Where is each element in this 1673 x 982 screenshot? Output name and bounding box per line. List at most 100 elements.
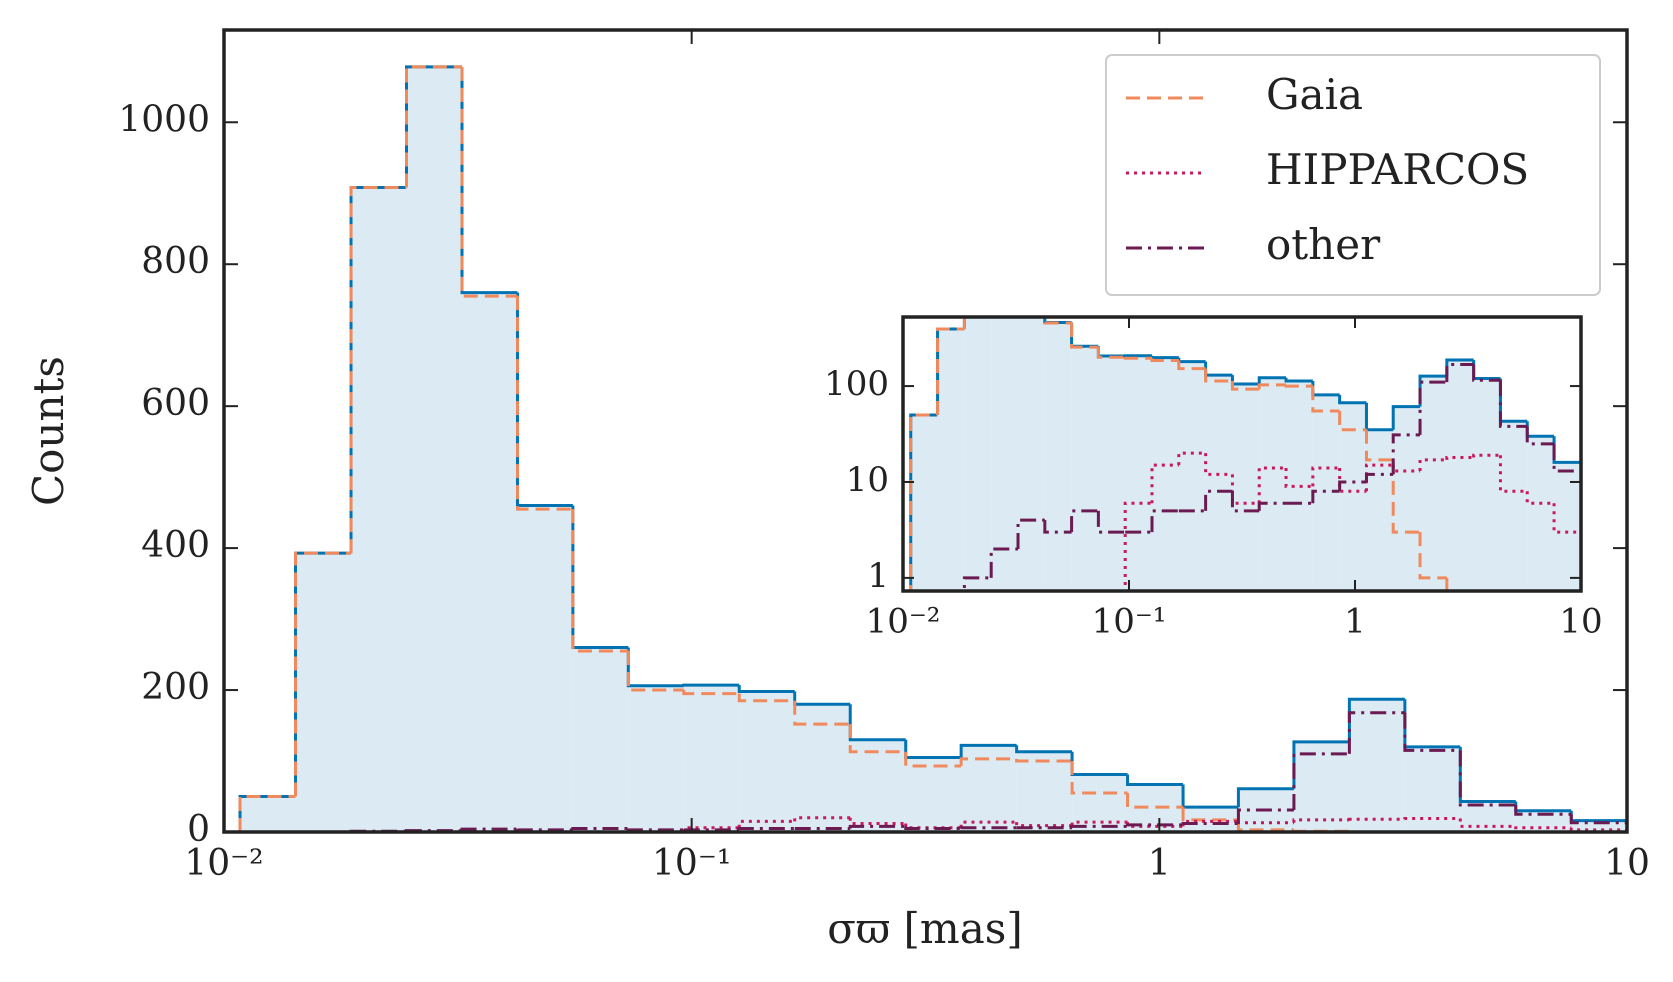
series-step	[1472, 364, 1501, 382]
series-step	[349, 186, 407, 554]
series-step	[1126, 792, 1184, 809]
series-step	[1150, 358, 1179, 362]
histogram-fill	[1232, 384, 1260, 591]
histogram-fill	[910, 414, 938, 591]
series-step	[1177, 360, 1206, 371]
histogram-fill	[1016, 751, 1073, 832]
y-tick-label: 600	[141, 383, 210, 424]
series-step	[1347, 711, 1405, 754]
histogram-fill	[739, 691, 795, 832]
plot-area	[909, 317, 1581, 591]
series-step	[571, 509, 629, 653]
series-step	[1015, 822, 1073, 828]
series-step	[1364, 429, 1394, 462]
series-step	[793, 700, 851, 726]
series-step	[626, 651, 684, 692]
axes-frame	[222, 28, 1629, 834]
series-step	[1016, 518, 1045, 550]
series-step	[1284, 467, 1313, 488]
series-step	[1230, 380, 1260, 391]
series-step	[1552, 443, 1581, 473]
series-step	[959, 757, 1017, 766]
histogram-fill	[295, 553, 352, 832]
series-step	[1418, 380, 1447, 435]
x-tick-label: 1	[1148, 843, 1171, 884]
series-step	[1338, 467, 1367, 493]
histogram-fill	[1151, 357, 1179, 591]
series-step	[1311, 386, 1340, 413]
series-step	[294, 551, 352, 797]
histogram-fill	[1178, 361, 1206, 591]
series-step	[848, 817, 906, 825]
x-tick-label: 10⁻²	[866, 601, 941, 641]
series-step	[1043, 520, 1072, 534]
total-step	[1338, 394, 1367, 405]
histogram-fill	[240, 796, 296, 832]
histogram-fill	[1571, 820, 1627, 832]
histogram-fill	[1098, 355, 1126, 591]
series-step	[1284, 384, 1313, 388]
series-step	[909, 413, 938, 591]
x-axis-label: σϖ [mas]	[827, 904, 1022, 953]
x-tick-label: 10⁻¹	[652, 843, 731, 884]
histogram-fill	[1312, 394, 1340, 591]
total-step	[1236, 787, 1294, 808]
series-step	[793, 816, 851, 822]
series-step	[1257, 501, 1287, 511]
y-tick-label: 800	[141, 241, 210, 282]
series-step	[1403, 817, 1461, 821]
series-step	[1311, 489, 1340, 504]
series-step	[1096, 347, 1126, 359]
series-step	[737, 819, 795, 828]
y-tick-label: 400	[141, 525, 210, 566]
series-step	[1123, 356, 1152, 360]
series-step	[515, 828, 573, 832]
total-step	[959, 743, 1017, 758]
histogram-fill	[351, 187, 407, 832]
y-tick-label: 1	[867, 556, 889, 596]
total-step	[1391, 405, 1421, 430]
series-step	[404, 65, 463, 188]
histogram-fill	[1500, 421, 1528, 591]
series-step	[515, 296, 573, 511]
histogram-fill	[628, 685, 684, 832]
series-step	[904, 826, 962, 830]
series-step	[1292, 752, 1350, 810]
series-step	[1391, 459, 1421, 534]
series-step	[1236, 808, 1294, 824]
histogram-fill	[991, 317, 1019, 591]
series-step	[1204, 489, 1233, 511]
series-step	[1096, 510, 1126, 534]
legend-label: other	[1266, 220, 1381, 269]
total-step	[737, 685, 795, 693]
histogram-fill	[905, 757, 962, 832]
histogram-fill	[462, 292, 518, 832]
series-step	[989, 547, 1019, 578]
plot-area	[238, 65, 1627, 832]
histogram-fill	[850, 739, 906, 832]
series-step	[737, 826, 795, 830]
legend-label: Gaia	[1266, 70, 1363, 119]
histogram-fill	[1446, 359, 1474, 591]
histogram-fill	[1473, 378, 1501, 591]
series-step	[1347, 817, 1405, 821]
y-tick-label: 0	[187, 809, 210, 850]
series-step	[1514, 805, 1572, 816]
total-step	[1043, 317, 1072, 325]
series-step	[1472, 453, 1501, 458]
series-step	[1070, 761, 1128, 795]
x-tick-label: 1	[1344, 601, 1366, 641]
histogram-fill	[1349, 699, 1405, 832]
total-step	[1015, 745, 1073, 754]
series-step	[848, 824, 906, 829]
histogram-fill	[1554, 462, 1581, 591]
series-step	[1525, 426, 1555, 446]
legend-label: HIPPARCOS	[1266, 145, 1529, 194]
histogram-fill	[937, 329, 965, 591]
series-step	[1070, 824, 1128, 828]
histogram-fill	[1393, 406, 1421, 591]
histogram-fill	[1366, 429, 1394, 591]
series-step	[238, 795, 296, 832]
series-step	[936, 327, 965, 415]
